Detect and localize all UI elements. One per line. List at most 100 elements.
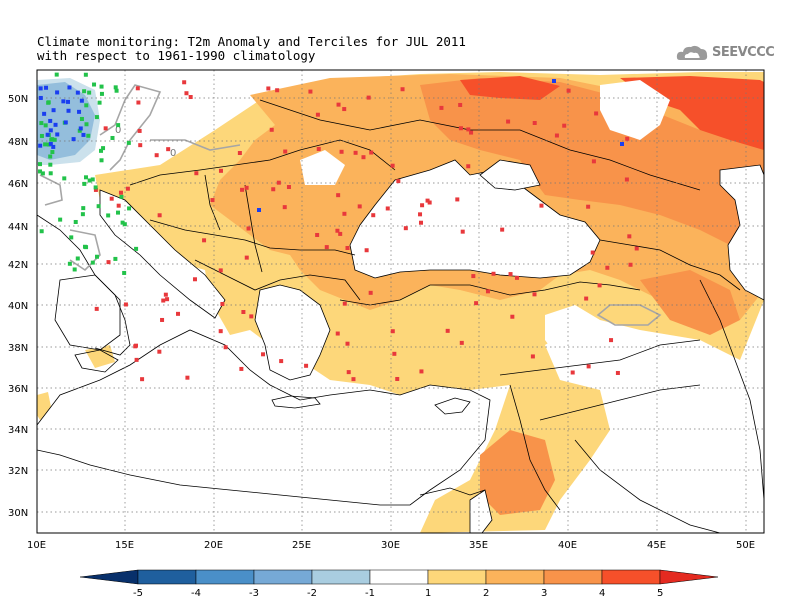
lon-label: 10E <box>27 540 46 551</box>
station-marker-upper <box>308 89 313 94</box>
station-marker-middle <box>127 206 132 211</box>
station-marker-upper <box>335 331 340 336</box>
sea-of-azov <box>479 159 541 191</box>
colorbar-label: -1 <box>365 588 375 599</box>
station-marker-middle <box>48 154 53 159</box>
station-marker-upper <box>241 309 246 314</box>
station-marker-upper <box>275 88 280 93</box>
station-marker-upper <box>94 306 99 311</box>
station-marker-middle <box>94 115 99 120</box>
balkan-borders <box>149 219 356 256</box>
station-marker-upper <box>176 311 181 316</box>
station-marker-upper <box>342 211 347 216</box>
station-marker-lower <box>81 132 86 137</box>
lat-label: 46N <box>8 179 28 190</box>
station-marker-middle <box>39 121 44 126</box>
station-marker-upper <box>586 204 591 209</box>
zero-contour-line <box>69 229 101 272</box>
station-marker-middle <box>77 128 82 133</box>
station-marker-upper <box>123 302 128 307</box>
station-marker-middle <box>110 135 115 140</box>
station-marker-upper <box>116 203 121 208</box>
lon-label: 20E <box>204 540 223 551</box>
station-marker-upper <box>459 340 464 345</box>
station-marker-upper <box>338 231 343 236</box>
lat-label: 42N <box>8 260 28 271</box>
station-marker-lower <box>38 95 43 100</box>
station-marker-upper <box>218 168 223 173</box>
title-line-2: with respect to 1961-1990 climatology <box>37 48 316 63</box>
station-marker-upper <box>154 153 159 158</box>
station-marker-upper <box>218 268 223 273</box>
iran-border <box>699 279 764 501</box>
station-marker-upper <box>458 102 463 107</box>
station-marker-middle <box>38 162 43 167</box>
zero-contour-line <box>99 84 162 171</box>
lat-label: 50N <box>8 94 28 105</box>
station-marker-lower <box>51 144 56 149</box>
red-sea-head <box>469 489 493 533</box>
station-marker-upper <box>279 359 284 364</box>
station-marker-upper <box>366 95 371 100</box>
station-marker-upper <box>125 186 130 191</box>
station-marker-upper <box>137 128 142 133</box>
lon-label: 35E <box>469 540 488 551</box>
mediterranean-sea <box>37 329 491 506</box>
station-marker-upper <box>439 105 444 110</box>
station-marker-upper <box>157 349 162 354</box>
station-marker-upper <box>590 250 595 255</box>
station-marker-upper <box>182 80 187 85</box>
longitude-labels: 10E 15E 20E 25E 30E 35E 40E 45E 50E <box>27 540 755 551</box>
station-marker-upper <box>336 102 341 107</box>
station-marker-middle <box>93 185 98 190</box>
lat-label: 30N <box>8 508 28 519</box>
station-marker-middle <box>101 146 106 151</box>
aegean-sea <box>254 284 331 381</box>
station-marker-middle <box>122 222 127 227</box>
station-marker-upper <box>445 328 450 333</box>
colorbar-label: -5 <box>133 588 143 599</box>
station-marker-upper <box>615 370 620 375</box>
station-marker-middle <box>50 150 55 155</box>
station-marker-upper <box>192 277 197 282</box>
station-marker-upper <box>419 369 424 374</box>
station-marker-middle <box>62 176 67 181</box>
lat-label: 48N <box>8 137 28 148</box>
station-marker-middle <box>97 100 102 105</box>
balkan-borders <box>204 174 221 231</box>
station-marker-middle <box>58 217 63 222</box>
syria-iraq-border <box>574 439 721 533</box>
station-marker-lower <box>55 132 60 137</box>
station-marker-upper <box>634 246 639 251</box>
caspian-sea <box>719 164 764 301</box>
station-marker-middle <box>43 142 48 147</box>
station-marker-middle <box>99 91 104 96</box>
station-marker-upper <box>364 248 369 253</box>
borders <box>37 99 764 533</box>
syria-iraq-border <box>539 384 701 421</box>
station-marker-lower <box>48 128 53 133</box>
station-marker-lower <box>552 79 556 83</box>
station-marker-middle <box>84 245 89 250</box>
station-marker-upper <box>586 364 591 369</box>
station-marker-upper <box>106 260 111 265</box>
station-marker-upper <box>491 271 496 276</box>
station-marker-middle <box>126 140 131 145</box>
colorbar-label: 1 <box>425 588 431 599</box>
station-marker-middle <box>90 177 95 182</box>
station-marker-upper <box>133 344 138 349</box>
map-frame <box>36 69 765 534</box>
lat-label: 44N <box>8 222 28 233</box>
station-marker-upper <box>395 376 400 381</box>
station-marker-middle <box>82 89 87 94</box>
colorbar-segment <box>369 569 429 585</box>
station-marker-upper <box>118 190 123 195</box>
station-marker-middle <box>80 212 85 217</box>
sicily <box>74 349 119 373</box>
colorbar-label: -4 <box>191 588 201 599</box>
station-marker-upper <box>166 147 171 152</box>
station-marker-upper <box>345 246 350 251</box>
station-marker-middle <box>46 100 51 105</box>
station-marker-middle <box>52 137 57 142</box>
station-marker-upper <box>392 351 397 356</box>
